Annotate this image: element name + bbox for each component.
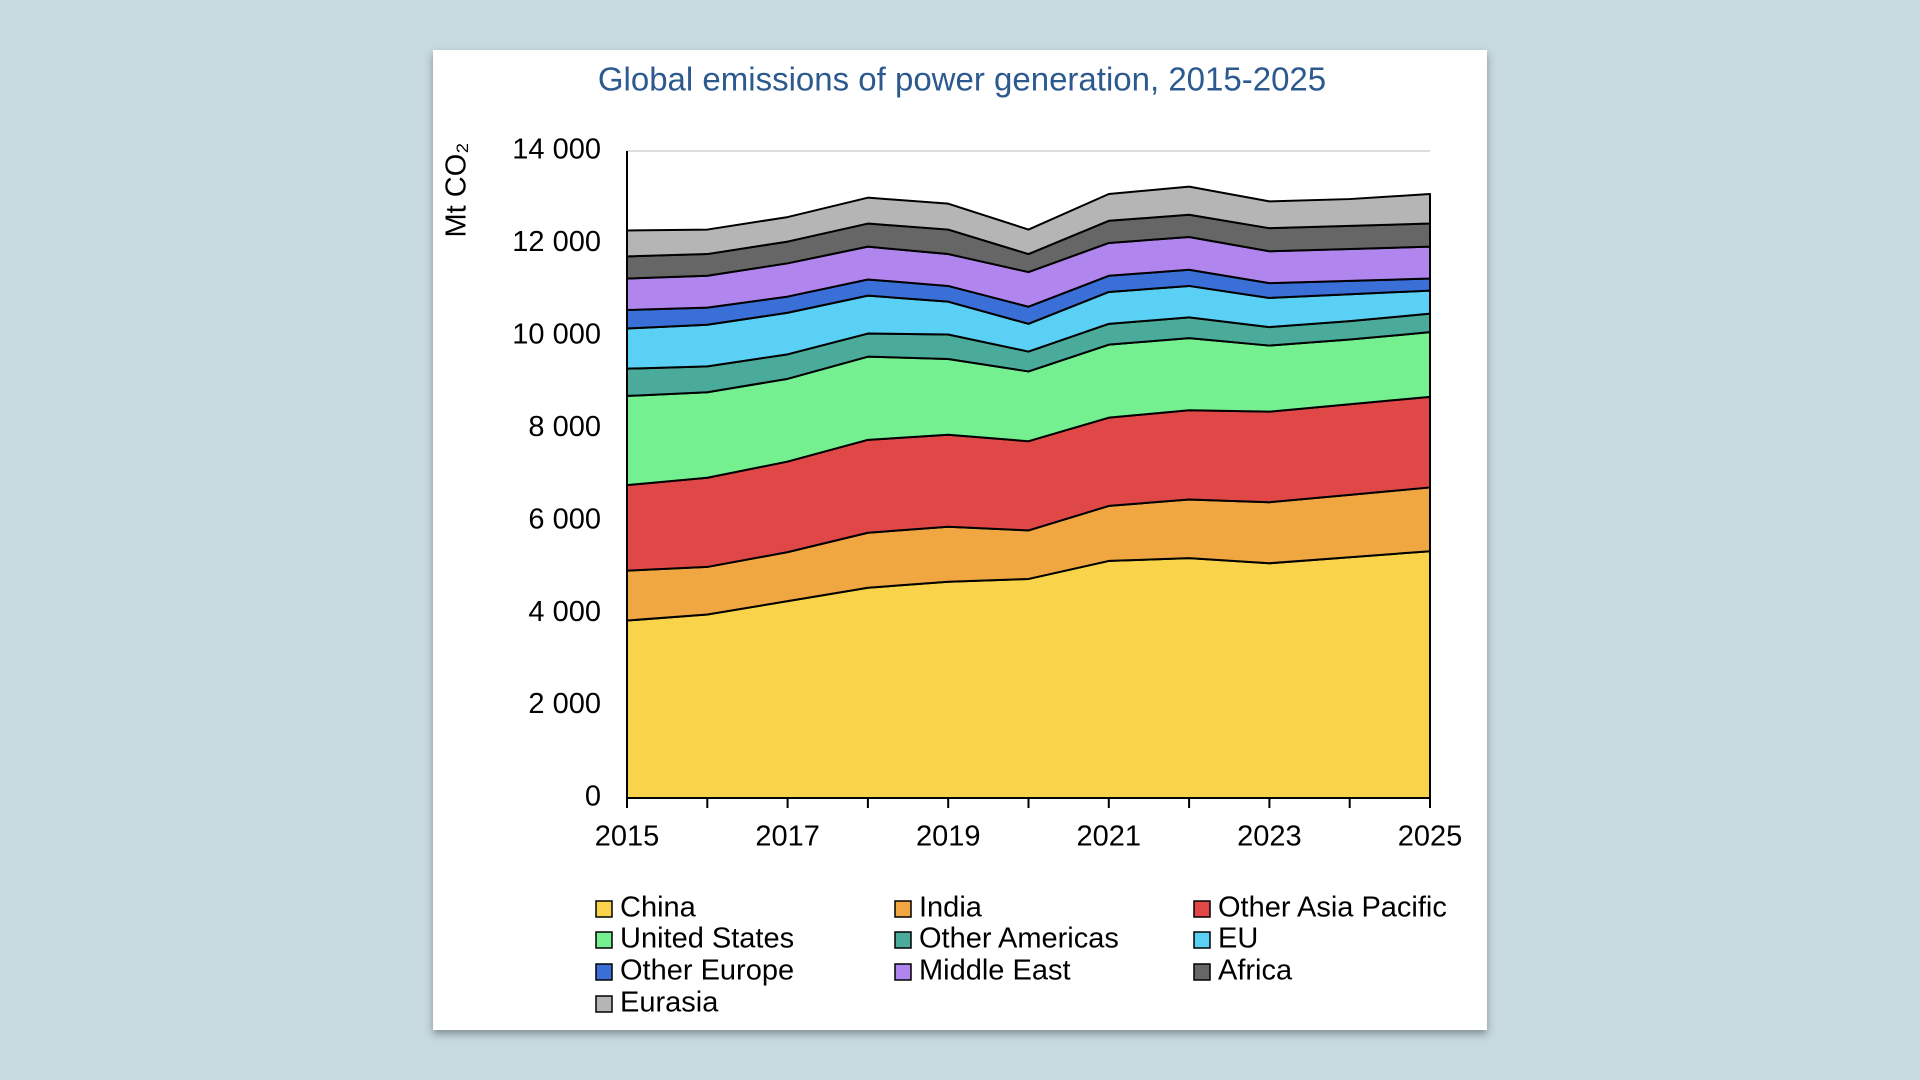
x-tick-label: 2017 <box>755 821 820 853</box>
legend-label: EU <box>1218 923 1258 955</box>
legend-swatch <box>595 900 613 918</box>
legend-label: Other Asia Pacific <box>1218 892 1447 924</box>
legend-label: India <box>919 892 983 924</box>
y-tick-label: 6 000 <box>528 503 601 535</box>
legend-label: Africa <box>1218 955 1293 987</box>
y-tick-label: 14 000 <box>512 134 601 166</box>
legend-label: Other Europe <box>620 955 794 987</box>
x-tick-label: 2021 <box>1077 821 1142 853</box>
x-tick-label: 2015 <box>595 821 660 853</box>
legend-label: United States <box>620 923 794 955</box>
y-tick-label: 8 000 <box>528 411 601 443</box>
legend-label: China <box>620 892 697 924</box>
legend-swatch <box>894 931 912 949</box>
y-tick-label: 10 000 <box>512 319 601 351</box>
x-tick-label: 2019 <box>916 821 981 853</box>
y-tick-label: 12 000 <box>512 226 601 258</box>
legend-swatch <box>1193 963 1211 981</box>
y-axis-label: Mt CO₂ <box>441 142 473 237</box>
legend-label: Other Americas <box>919 923 1119 955</box>
legend-swatch <box>595 931 613 949</box>
legend-swatch <box>894 963 912 981</box>
y-tick-label: 4 000 <box>528 596 601 628</box>
legend-label: Eurasia <box>620 987 719 1019</box>
legend-label: Middle East <box>919 955 1071 987</box>
area <box>626 185 1431 258</box>
legend-swatch <box>894 900 912 918</box>
legend-swatch <box>595 963 613 981</box>
x-tick-label: 2025 <box>1398 821 1463 853</box>
x-tick-label: 2023 <box>1237 821 1302 853</box>
legend-swatch <box>1193 900 1211 918</box>
legend-swatch <box>595 995 613 1013</box>
y-tick-label: 2 000 <box>528 688 601 720</box>
y-tick-label: 0 <box>585 781 601 813</box>
chart-title: Global emissions of power generation, 20… <box>598 61 1326 98</box>
legend-swatch <box>1193 931 1211 949</box>
